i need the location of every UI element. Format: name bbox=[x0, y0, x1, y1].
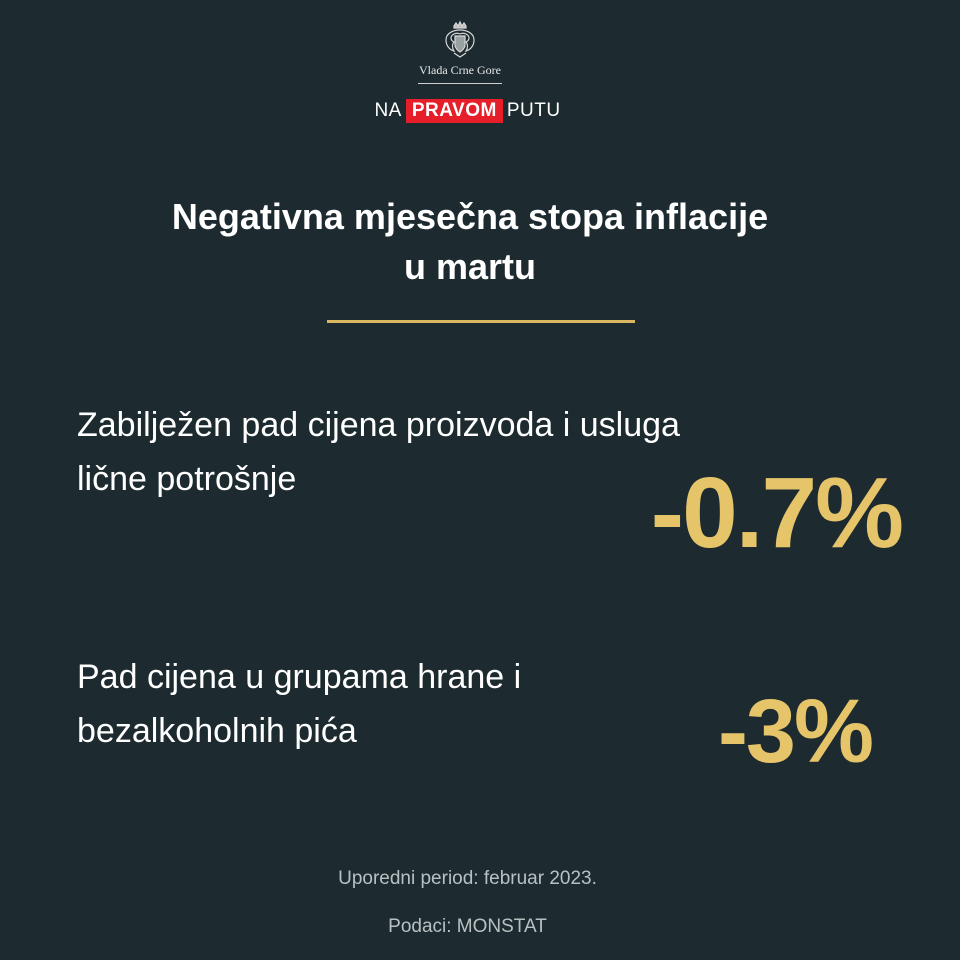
slogan-right: PUTU bbox=[506, 100, 561, 121]
page-title: Negativna mjesečna stopa inflacije u mar… bbox=[60, 192, 880, 292]
stat-2-description: Pad cijena u grupama hrane i bezalkoholn… bbox=[77, 650, 677, 758]
title-divider bbox=[327, 320, 635, 323]
title-line-1: Negativna mjesečna stopa inflacije bbox=[171, 196, 769, 237]
stat-2-line-1: Pad cijena u grupama hrane i bbox=[77, 658, 522, 696]
slogan-left: NA bbox=[374, 100, 402, 121]
stat-1-description: Zabilježen pad cijena proizvoda i usluga… bbox=[77, 398, 897, 506]
footer-period: Uporedni period: februar 2023. bbox=[338, 868, 597, 889]
title-line-2: u martu bbox=[403, 246, 536, 287]
org-name: Vlada Crne Gore bbox=[419, 63, 501, 77]
stat-1-value: -0.7% bbox=[650, 457, 904, 569]
org-divider bbox=[418, 83, 502, 84]
slogan: NA PRAVOM PUTU bbox=[0, 99, 935, 123]
coat-of-arms-icon bbox=[445, 20, 475, 58]
stat-1-line-1: Zabilježen pad cijena proizvoda i usluga bbox=[77, 406, 680, 444]
stat-2-line-2: bezalkoholnih pića bbox=[77, 712, 357, 750]
slogan-highlight: PRAVOM bbox=[405, 99, 503, 123]
stat-2-value: -3% bbox=[717, 682, 874, 782]
footer-source: Podaci: MONSTAT bbox=[388, 916, 547, 937]
stat-1-line-2: lične potrošnje bbox=[77, 460, 297, 498]
